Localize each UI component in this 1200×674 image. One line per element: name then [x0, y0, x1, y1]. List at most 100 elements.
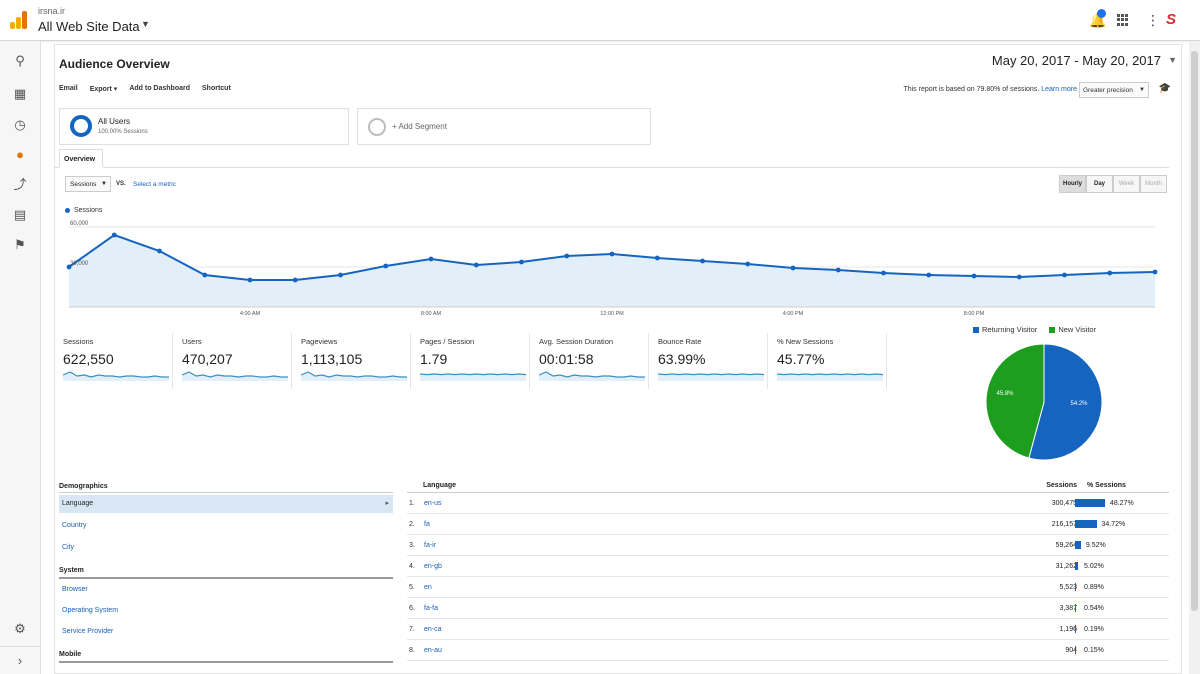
period-month-button[interactable]: Month — [1140, 175, 1167, 193]
chart-legend: Sessions — [65, 207, 102, 214]
collapse-rail[interactable]: › — [0, 646, 41, 674]
table-row[interactable]: 5. en 5,523 0.89% — [407, 577, 1169, 598]
demo-item-operating-system[interactable]: Operating System — [62, 607, 119, 614]
data-point — [700, 258, 705, 264]
language-link[interactable]: fa-fa — [424, 605, 439, 612]
sessions-line-chart[interactable]: 60,000 30,000 4:00 AM 8:00 AM 12:00 PM 4:00 P… — [55, 215, 1169, 315]
metric-sessions[interactable]: Sessions 622,550 — [59, 333, 173, 389]
period-hourly-button[interactable]: Hourly — [1059, 175, 1086, 193]
report-toolbar: Email Export ▾ Add to Dashboard Shortcut — [59, 85, 231, 93]
metric-new-sessions[interactable]: % New Sessions 45.77% — [773, 333, 887, 389]
dashboard-icon[interactable]: ▦ — [13, 86, 27, 101]
demo-item-country[interactable]: Country — [62, 522, 87, 529]
pct-value: 0.89% — [1084, 584, 1104, 591]
table-row[interactable]: 8. en-au 904 0.15% — [407, 640, 1169, 661]
segment-percentage: 100.00% Sessions — [98, 129, 148, 135]
row-index: 2. — [409, 521, 415, 528]
language-link[interactable]: en-gb — [424, 563, 442, 570]
pie-label-returning: 54.2% — [1070, 401, 1088, 407]
pie-slice-returning — [1028, 343, 1103, 461]
precision-select[interactable]: Greater precision ▼ — [1079, 82, 1149, 98]
language-link[interactable]: en-us — [424, 500, 442, 507]
table-row[interactable]: 6. fa-fa 3,387 0.54% — [407, 598, 1169, 619]
data-point — [383, 263, 389, 269]
data-point — [66, 264, 72, 270]
data-point — [745, 261, 751, 267]
table-row[interactable]: 3. fa-ir 59,264 9.52% — [407, 535, 1169, 556]
table-row[interactable]: 7. en-ca 1,196 0.19% — [407, 619, 1169, 640]
metric-users[interactable]: Users 470,207 — [178, 333, 292, 389]
pie-legend: Returning Visitor New Visitor — [973, 325, 1096, 334]
y-tick-label: 30,000 — [70, 261, 89, 267]
metric-value: 00:01:58 — [539, 351, 594, 367]
sparkline — [63, 371, 169, 381]
behavior-icon[interactable]: ▤ — [13, 207, 27, 222]
view-selector[interactable]: All Web Site Data — [38, 19, 140, 34]
metric-select[interactable]: Sessions ▼ — [65, 176, 111, 192]
language-link[interactable]: en-au — [424, 647, 442, 654]
metric-bounce-rate[interactable]: Bounce Rate 63.99% — [654, 333, 768, 389]
metric-pages-per-session[interactable]: Pages / Session 1.79 — [416, 333, 530, 389]
shortcut-button[interactable]: Shortcut — [202, 85, 231, 92]
pct-value: 48.27% — [1109, 500, 1134, 507]
demo-item-language[interactable]: Language — [59, 495, 393, 513]
column-language: Language — [423, 482, 457, 489]
add-to-dashboard-button[interactable]: Add to Dashboard — [129, 85, 190, 92]
language-link[interactable]: en — [424, 584, 432, 591]
pct-value: 9.52% — [1085, 542, 1106, 549]
metric-avg-session-duration[interactable]: Avg. Session Duration 00:01:58 — [535, 333, 649, 389]
metric-select-value: Sessions — [70, 181, 97, 188]
apps-grid-icon[interactable] — [1117, 14, 1129, 26]
clock-icon[interactable]: ◷ — [14, 117, 26, 132]
segment-all-users[interactable]: All Users 100.00% Sessions — [59, 108, 349, 145]
sparkline — [539, 371, 645, 381]
data-point — [247, 277, 253, 283]
row-index: 4. — [409, 563, 415, 570]
sessions-value: 59,264 — [1055, 542, 1077, 549]
period-week-button[interactable]: Week — [1113, 175, 1140, 193]
table-row[interactable]: 4. en-gb 31,262 5.02% — [407, 556, 1169, 577]
demo-item-city[interactable]: City — [62, 544, 75, 551]
export-button[interactable]: Export ▾ — [89, 86, 118, 93]
search-icon[interactable]: ⚲ — [15, 53, 25, 68]
audience-person-icon[interactable]: ● — [16, 147, 24, 162]
language-link[interactable]: fa-ir — [424, 542, 437, 549]
chevron-down-icon[interactable]: ▼ — [1168, 55, 1177, 65]
legend-returning: Returning Visitor — [973, 325, 1037, 334]
visitor-pie-chart[interactable]: 54.2% 45.8% — [983, 341, 1105, 463]
analytics-logo-icon[interactable] — [10, 11, 28, 29]
data-point — [473, 262, 479, 268]
metric-label: % New Sessions — [777, 337, 834, 346]
add-segment-button[interactable]: + Add Segment — [357, 108, 651, 145]
pct-value: 0.54% — [1084, 605, 1104, 612]
learn-more-link[interactable]: Learn more — [1041, 86, 1077, 93]
table-row[interactable]: 1. en-us 300,475 48.27% — [407, 493, 1169, 514]
conversions-flag-icon[interactable]: ⚑ — [14, 237, 26, 252]
table-row[interactable]: 2. fa 216,157 34.72% — [407, 514, 1169, 535]
language-link[interactable]: en-ca — [424, 626, 442, 633]
acquisition-icon[interactable]: ⤴ — [13, 177, 27, 192]
period-selector: Hourly Day Week Month — [1059, 175, 1167, 193]
data-point — [971, 273, 977, 279]
user-avatar-icon[interactable]: S — [1166, 11, 1177, 28]
scrollbar-thumb[interactable] — [1191, 51, 1198, 611]
gear-icon[interactable]: ⚙ — [14, 621, 26, 636]
demo-item-browser[interactable]: Browser — [62, 586, 88, 593]
data-point — [338, 272, 343, 278]
chevron-down-icon[interactable]: ▼ — [141, 19, 150, 29]
date-range-picker[interactable]: May 20, 2017 - May 20, 2017 — [991, 53, 1161, 68]
email-button[interactable]: Email — [59, 85, 78, 92]
tab-overview[interactable]: Overview — [59, 149, 103, 168]
chevron-right-icon[interactable]: › — [17, 653, 23, 668]
more-vert-icon[interactable]: ⋮ — [1146, 12, 1160, 28]
period-day-button[interactable]: Day — [1086, 175, 1113, 193]
system-heading: System — [59, 567, 393, 579]
demo-item-service-provider[interactable]: Service Provider — [62, 628, 114, 635]
select-metric-link[interactable]: Select a metric — [133, 181, 176, 188]
pct-bar — [1075, 520, 1097, 528]
language-link[interactable]: fa — [424, 521, 430, 528]
language-table: Language Sessions % Sessions 1. en-us 300,… — [407, 480, 1169, 661]
metric-pageviews[interactable]: Pageviews 1,113,105 — [297, 333, 411, 389]
scrollbar[interactable] — [1189, 41, 1200, 674]
insights-icon[interactable]: 🎓 — [1158, 83, 1171, 94]
